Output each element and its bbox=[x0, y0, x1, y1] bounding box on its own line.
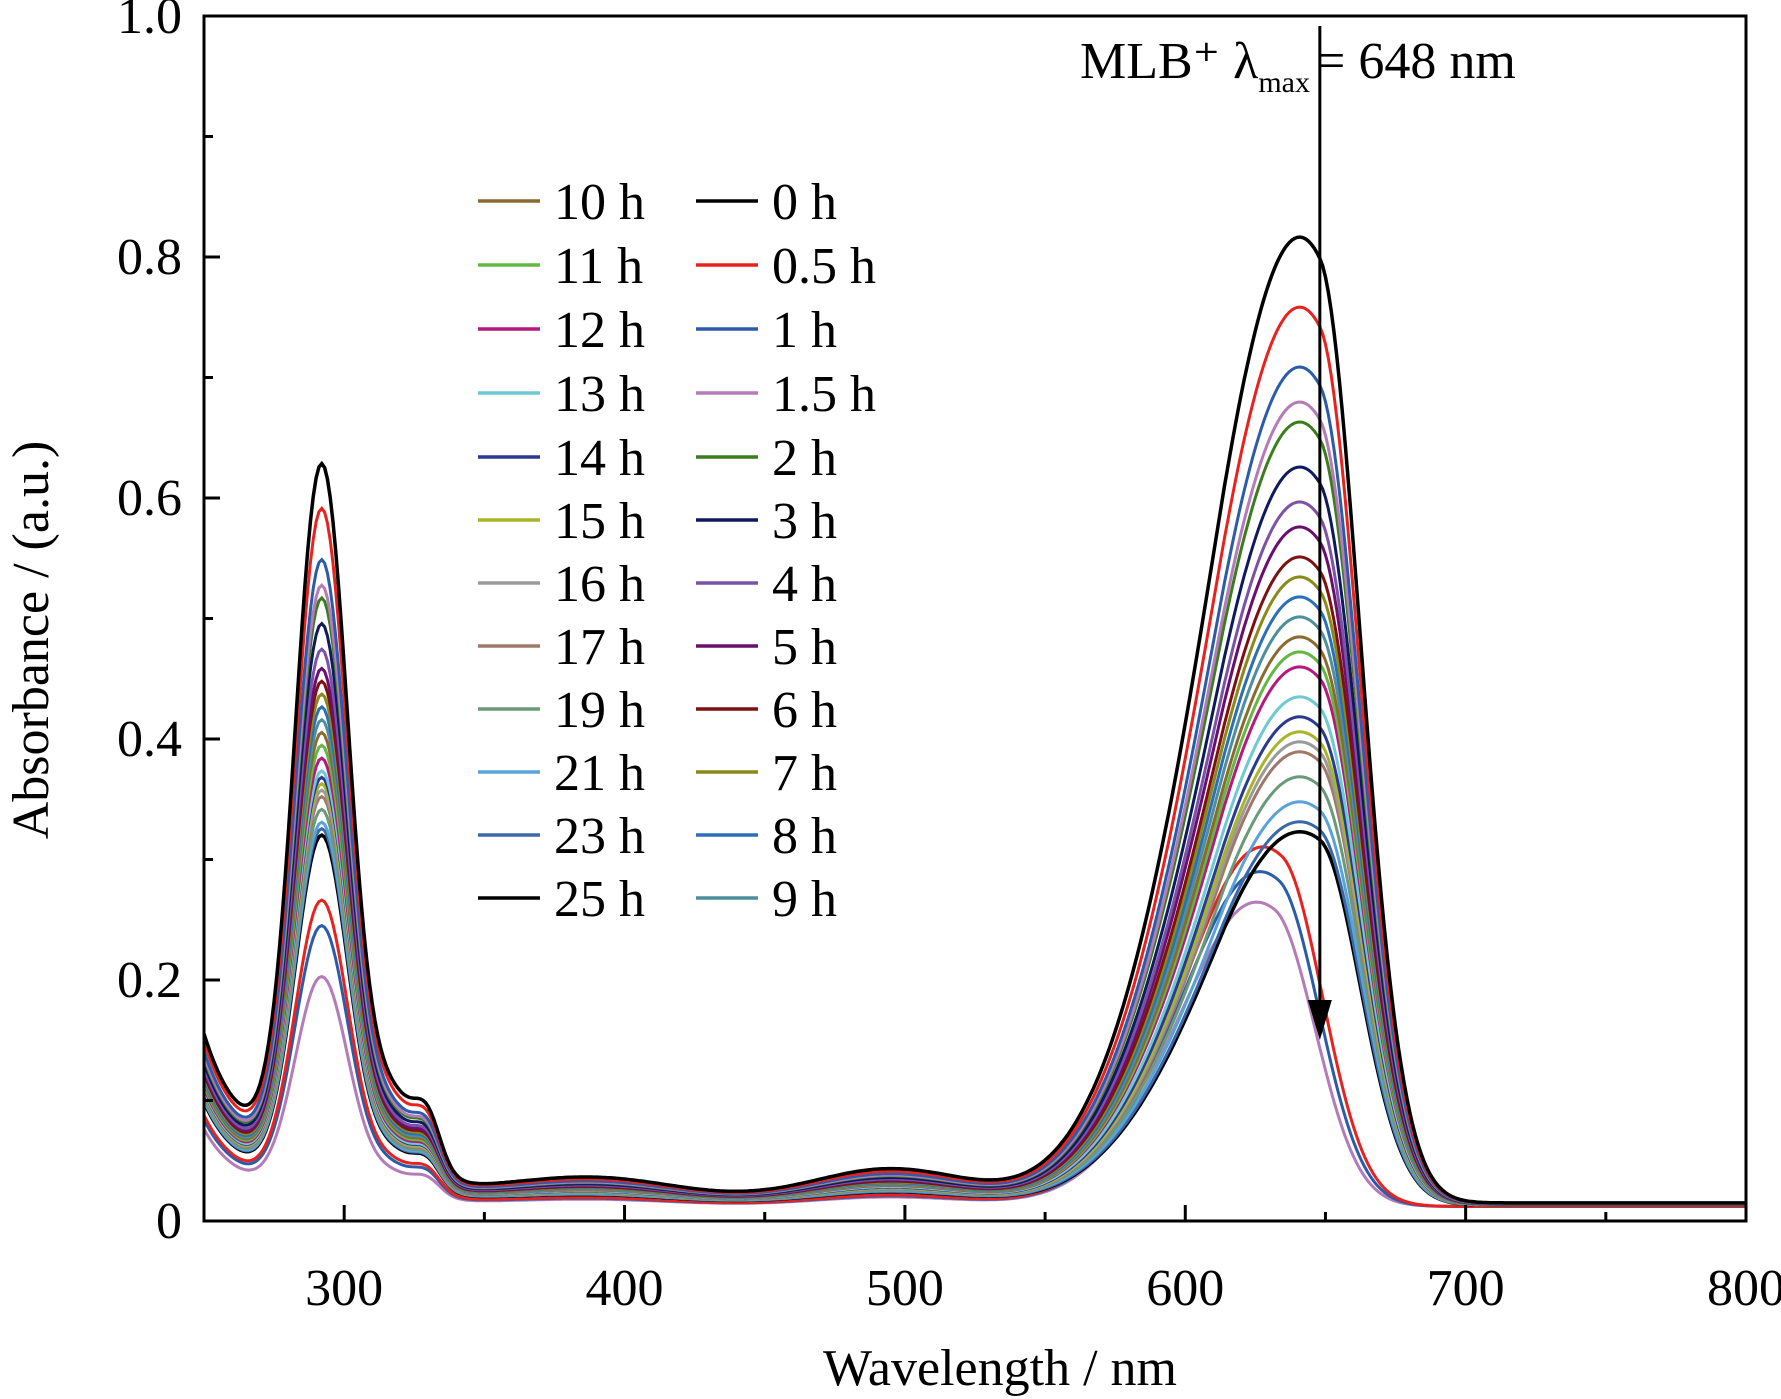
legend-entry: 25 h bbox=[554, 871, 645, 928]
legend-entry: 19 h bbox=[554, 682, 645, 739]
x-tick-label: 400 bbox=[586, 1260, 664, 1317]
x-axis: 300 400 500 600 700 800 bbox=[202, 1205, 1781, 1317]
series-line bbox=[204, 235, 1746, 1205]
annotation-species: MLB⁺ λ bbox=[1080, 33, 1258, 90]
x-tick-label: 500 bbox=[866, 1260, 944, 1317]
legend-entry: 4 h bbox=[772, 556, 837, 613]
series-line bbox=[204, 525, 1746, 1206]
series-line bbox=[204, 400, 1746, 1205]
series-line bbox=[204, 575, 1746, 1206]
plot-area bbox=[204, 235, 1746, 1208]
series-layer bbox=[204, 235, 1746, 1208]
series-line bbox=[204, 595, 1746, 1206]
series-line bbox=[204, 615, 1746, 1206]
legend-entry: 0 h bbox=[772, 174, 837, 231]
legend-entry: 3 h bbox=[772, 493, 837, 550]
legend-entry: 6 h bbox=[772, 682, 837, 739]
annotation-subscript: max bbox=[1258, 66, 1310, 99]
series-line bbox=[204, 465, 1746, 1206]
x-tick-label: 800 bbox=[1707, 1260, 1781, 1317]
legend-entry: 10 h bbox=[554, 174, 645, 231]
legend-entry: 15 h bbox=[554, 493, 645, 550]
y-axis: 0 0.2 0.4 0.6 0.8 1.0 bbox=[117, 0, 220, 1250]
legend-entry: 12 h bbox=[554, 302, 645, 359]
legend-entry: 23 h bbox=[554, 808, 645, 865]
legend-entry: 8 h bbox=[772, 808, 837, 865]
legend-entry: 21 h bbox=[554, 745, 645, 802]
y-tick-label: 0.4 bbox=[117, 711, 182, 768]
y-tick-label: 0 bbox=[156, 1193, 182, 1250]
peak-annotation: MLB⁺ λmax = 648 nm bbox=[1080, 26, 1516, 1040]
legend: 10 h 11 h 12 h 13 h 14 h 15 h 16 h 17 h 19 h 21 h… bbox=[478, 174, 876, 928]
series-line bbox=[204, 500, 1746, 1206]
series-line bbox=[204, 305, 1746, 1205]
y-tick-label: 1.0 bbox=[117, 0, 182, 45]
legend-entry: 0.5 h bbox=[772, 238, 876, 295]
series-line bbox=[204, 420, 1746, 1206]
y-tick-label: 0.6 bbox=[117, 470, 182, 527]
legend-entry: 7 h bbox=[772, 745, 837, 802]
legend-entry: 1.5 h bbox=[772, 366, 876, 423]
x-axis-label: Wavelength / nm bbox=[823, 1340, 1177, 1397]
y-tick-label: 0.8 bbox=[117, 229, 182, 286]
legend-entry: 2 h bbox=[772, 430, 837, 487]
plot-frame bbox=[202, 14, 1748, 1223]
series-line bbox=[204, 365, 1746, 1205]
annotation-value: = 648 nm bbox=[1316, 33, 1516, 90]
legend-entry: 14 h bbox=[554, 430, 645, 487]
legend-entry: 1 h bbox=[772, 302, 837, 359]
annotation-label: MLB⁺ λmax = 648 nm bbox=[1080, 33, 1516, 99]
y-tick-label: 0.2 bbox=[117, 952, 182, 1009]
decay-arrow-head bbox=[1307, 1000, 1332, 1040]
legend-entry: 17 h bbox=[554, 619, 645, 676]
x-tick-label: 300 bbox=[305, 1260, 383, 1317]
y-axis-label: Absorbance / (a.u.) bbox=[3, 441, 60, 840]
legend-entry: 16 h bbox=[554, 556, 645, 613]
legend-entry: 9 h bbox=[772, 871, 837, 928]
legend-entry: 5 h bbox=[772, 619, 837, 676]
legend-entry: 11 h bbox=[554, 238, 643, 295]
series-line bbox=[204, 555, 1746, 1206]
x-tick-label: 600 bbox=[1146, 1260, 1224, 1317]
x-tick-label: 700 bbox=[1427, 1260, 1505, 1317]
legend-entry: 13 h bbox=[554, 366, 645, 423]
